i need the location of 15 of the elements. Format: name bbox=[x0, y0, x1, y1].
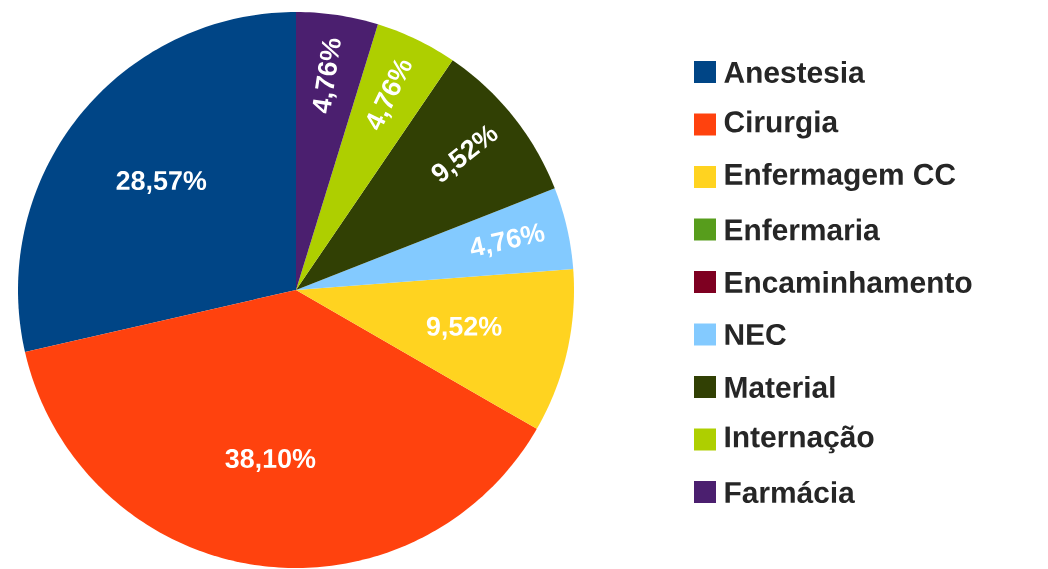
data-label: 4,76% bbox=[367, 59, 412, 131]
legend-label: Farmácia bbox=[725, 480, 855, 504]
legend-label: Enfermaria bbox=[725, 218, 880, 241]
legend-label: Internação bbox=[725, 425, 874, 454]
data-label: 4,76% bbox=[470, 223, 545, 258]
data-label: 9,52% bbox=[426, 316, 502, 340]
legend-label: Material bbox=[725, 376, 835, 398]
data-label: 4,76% bbox=[312, 38, 341, 114]
legend-label: Encaminhamento bbox=[725, 271, 972, 293]
data-label: 28,57% bbox=[116, 171, 207, 195]
legend-label: Anestesia bbox=[724, 61, 865, 83]
legend-label: Enfermagem CC bbox=[725, 163, 956, 191]
legend-label: Cirurgia bbox=[724, 110, 839, 139]
legend-label: NEC bbox=[725, 323, 786, 346]
data-label: 38,10% bbox=[225, 448, 316, 472]
